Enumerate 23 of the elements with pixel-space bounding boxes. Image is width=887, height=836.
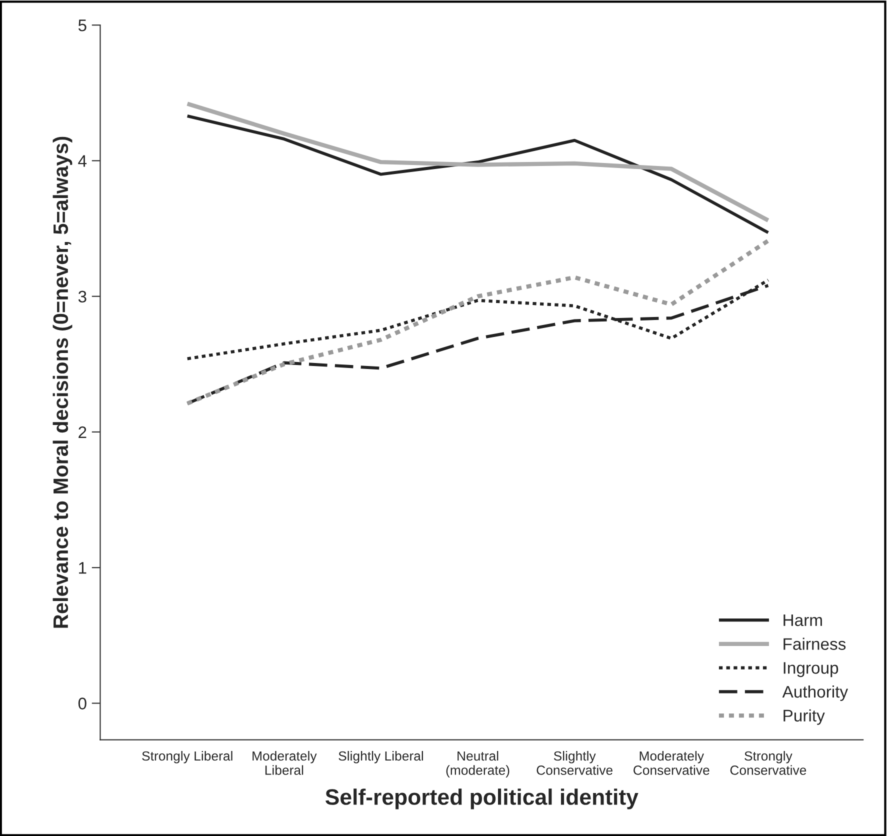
y-tick-label: 3 [78, 290, 86, 303]
legend-label: Harm [784, 614, 822, 626]
y-tick-label: 1 [79, 562, 86, 574]
x-tick-label: Strongly Conservative [730, 750, 806, 775]
legend-label: Purity [784, 709, 825, 725]
x-tick-label: Moderately Liberal [252, 750, 317, 775]
y-axis-title: Relevance to Moral decisions (0=never, 5=always) [52, 136, 72, 628]
y-tick-label: 2 [78, 426, 86, 438]
legend-label: Authority [782, 685, 848, 701]
x-tick-label: Strongly Liberal [142, 750, 232, 764]
legend-label: Ingroup [784, 662, 838, 678]
line-series [185, 102, 770, 222]
y-tick-label: 0 [78, 698, 86, 710]
x-tick-label: Moderately Conservative [634, 750, 710, 775]
x-tick-label: Slightly Liberal [338, 750, 423, 764]
x-tick-label: Slightly Conservative [536, 750, 612, 775]
legend-label: Fairness [784, 638, 846, 650]
line-series [185, 238, 770, 406]
y-tick-label: 4 [78, 155, 87, 167]
line-series [186, 114, 770, 234]
x-axis-title: Self-reported political identity [325, 788, 638, 810]
y-tick-label: 5 [78, 20, 86, 32]
x-tick-label: Neutral (moderate) [446, 750, 510, 778]
